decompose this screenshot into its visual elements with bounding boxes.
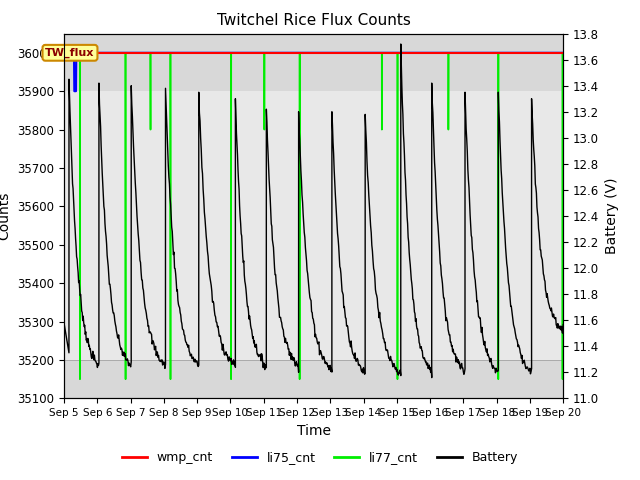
- Text: TW_flux: TW_flux: [45, 48, 95, 58]
- Title: Twitchel Rice Flux Counts: Twitchel Rice Flux Counts: [217, 13, 410, 28]
- X-axis label: Time: Time: [296, 424, 331, 438]
- Y-axis label: Counts: Counts: [0, 192, 12, 240]
- Legend: wmp_cnt, li75_cnt, li77_cnt, Battery: wmp_cnt, li75_cnt, li77_cnt, Battery: [116, 446, 524, 469]
- Y-axis label: Battery (V): Battery (V): [605, 178, 619, 254]
- Bar: [64, 91, 563, 360]
